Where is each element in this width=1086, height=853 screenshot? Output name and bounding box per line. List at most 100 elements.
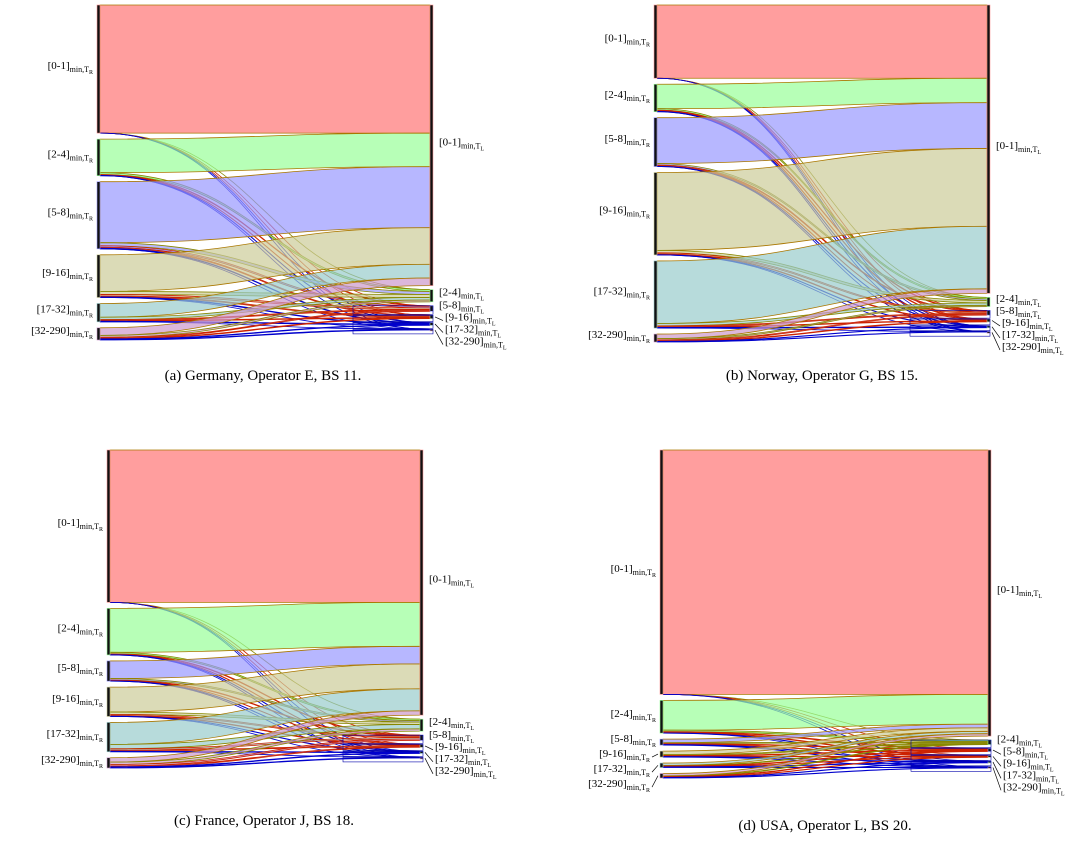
left-node xyxy=(106,722,111,753)
right-node xyxy=(429,289,434,303)
subscript: min,T xyxy=(461,141,480,150)
subscript: min,T xyxy=(1035,334,1054,343)
left-node-label: [9-16]min,TR xyxy=(42,267,93,283)
right-node-label: [17-32]min,TL xyxy=(1002,329,1058,345)
right-node-label: [32-290]min,TL xyxy=(435,765,497,781)
left-node xyxy=(106,660,111,682)
node-name: [2-4] xyxy=(997,733,1019,745)
right-node-box xyxy=(352,305,434,315)
node-name: [9-16] xyxy=(52,693,80,705)
subscript: min,T xyxy=(1019,589,1038,598)
right-node-label: [2-4]min,TL xyxy=(429,716,474,732)
node-name: [32-290] xyxy=(1003,781,1042,793)
left-node-label: [0-1]min,TR xyxy=(58,517,103,533)
right-node-label: [0-1]min,TL xyxy=(429,574,474,590)
subscript: min,T xyxy=(1018,145,1037,154)
subscript: min,T xyxy=(463,746,482,755)
right-node xyxy=(429,4,434,286)
node-name: [5-8] xyxy=(58,662,80,674)
subscript: min,T xyxy=(451,721,470,730)
subscript: min,T xyxy=(1018,310,1037,319)
right-node-label: [0-1]min,TL xyxy=(996,140,1041,156)
node-name: [32-290] xyxy=(445,336,484,348)
right-node-label: [32-290]min,TL xyxy=(445,336,507,352)
subscript: min,T xyxy=(451,579,470,588)
subscript-index: R xyxy=(646,215,650,221)
subscript-index: L xyxy=(1037,315,1041,321)
subscript-index: R xyxy=(89,70,93,76)
left-node xyxy=(659,738,664,746)
left-node-label: [0-1]min,TR xyxy=(611,563,656,579)
right-node-box xyxy=(342,757,424,763)
node-name: [0-1] xyxy=(48,60,70,72)
left-node xyxy=(659,750,664,758)
left-node xyxy=(659,700,664,734)
node-name: [2-4] xyxy=(611,708,633,720)
left-node xyxy=(659,762,664,768)
subscript: min,T xyxy=(1031,762,1050,771)
sankey-panel: [0-1]min,TR[2-4]min,TR[5-8]min,TR[9-16]m… xyxy=(31,4,507,352)
right-node-box xyxy=(909,325,991,331)
subscript-index: R xyxy=(99,633,103,639)
node-name: [2-4] xyxy=(48,148,70,160)
left-node xyxy=(659,449,664,695)
subscript: min,T xyxy=(1041,346,1060,355)
left-node xyxy=(106,608,111,656)
subscript: min,T xyxy=(627,94,646,103)
subscript: min,T xyxy=(80,759,99,768)
subscript-index: L xyxy=(480,297,484,303)
node-name: [5-8] xyxy=(611,733,633,745)
subscript-index: L xyxy=(1050,767,1054,773)
right-node-box xyxy=(342,744,424,751)
subscript-index: R xyxy=(646,295,650,301)
left-node xyxy=(653,4,658,79)
right-node-label: [32-290]min,TL xyxy=(1002,341,1064,357)
subscript: min,T xyxy=(1030,322,1049,331)
node-name: [5-8] xyxy=(996,305,1018,317)
subscript: min,T xyxy=(461,292,480,301)
left-node xyxy=(653,333,658,343)
node-name: [17-32] xyxy=(435,753,468,765)
subscript-index: R xyxy=(89,335,93,341)
right-node-label: [2-4]min,TL xyxy=(996,293,1041,309)
leader-line xyxy=(991,332,1001,351)
subscript: min,T xyxy=(627,290,646,299)
leader-line xyxy=(651,753,659,758)
left-node xyxy=(96,254,101,298)
node-name: [9-16] xyxy=(1003,757,1031,769)
sankey-panel: [0-1]min,TR[2-4]min,TR[5-8]min,TR[9-16]m… xyxy=(41,449,497,781)
left-node xyxy=(96,4,101,134)
flow xyxy=(656,4,988,79)
left-node-label: [17-32]min,TR xyxy=(594,285,650,301)
subscript-index: R xyxy=(99,764,103,770)
subscript: min,T xyxy=(70,153,89,162)
subscript-index: R xyxy=(89,216,93,222)
subscript: min,T xyxy=(70,309,89,318)
left-node xyxy=(653,117,658,167)
right-node-box xyxy=(910,766,992,772)
sankey-panel: [0-1]min,TR[2-4]min,TR[5-8]min,TR[9-16]m… xyxy=(588,4,1064,357)
left-node xyxy=(96,303,101,323)
left-node xyxy=(653,172,658,256)
subscript: min,T xyxy=(80,698,99,707)
node-name: [5-8] xyxy=(605,133,627,145)
subscript-index: R xyxy=(89,277,93,283)
right-node xyxy=(986,4,991,294)
subscript: min,T xyxy=(627,210,646,219)
subscript: min,T xyxy=(478,329,497,338)
node-name: [17-32] xyxy=(445,324,478,336)
flow xyxy=(99,4,431,134)
flow xyxy=(662,449,989,695)
subscript-index: L xyxy=(492,322,496,328)
subscript: min,T xyxy=(627,334,646,343)
right-node-box xyxy=(909,318,991,326)
right-node-box xyxy=(342,751,424,757)
node-name: [17-32] xyxy=(594,285,627,297)
node-name: [0-1] xyxy=(611,563,633,575)
left-node xyxy=(106,757,111,769)
left-node-label: [2-4]min,TR xyxy=(605,89,650,105)
right-node-box xyxy=(910,761,992,767)
left-node xyxy=(106,686,111,717)
right-node xyxy=(419,744,424,748)
caption: (d) USA, Operator L, BS 20. xyxy=(738,818,911,834)
